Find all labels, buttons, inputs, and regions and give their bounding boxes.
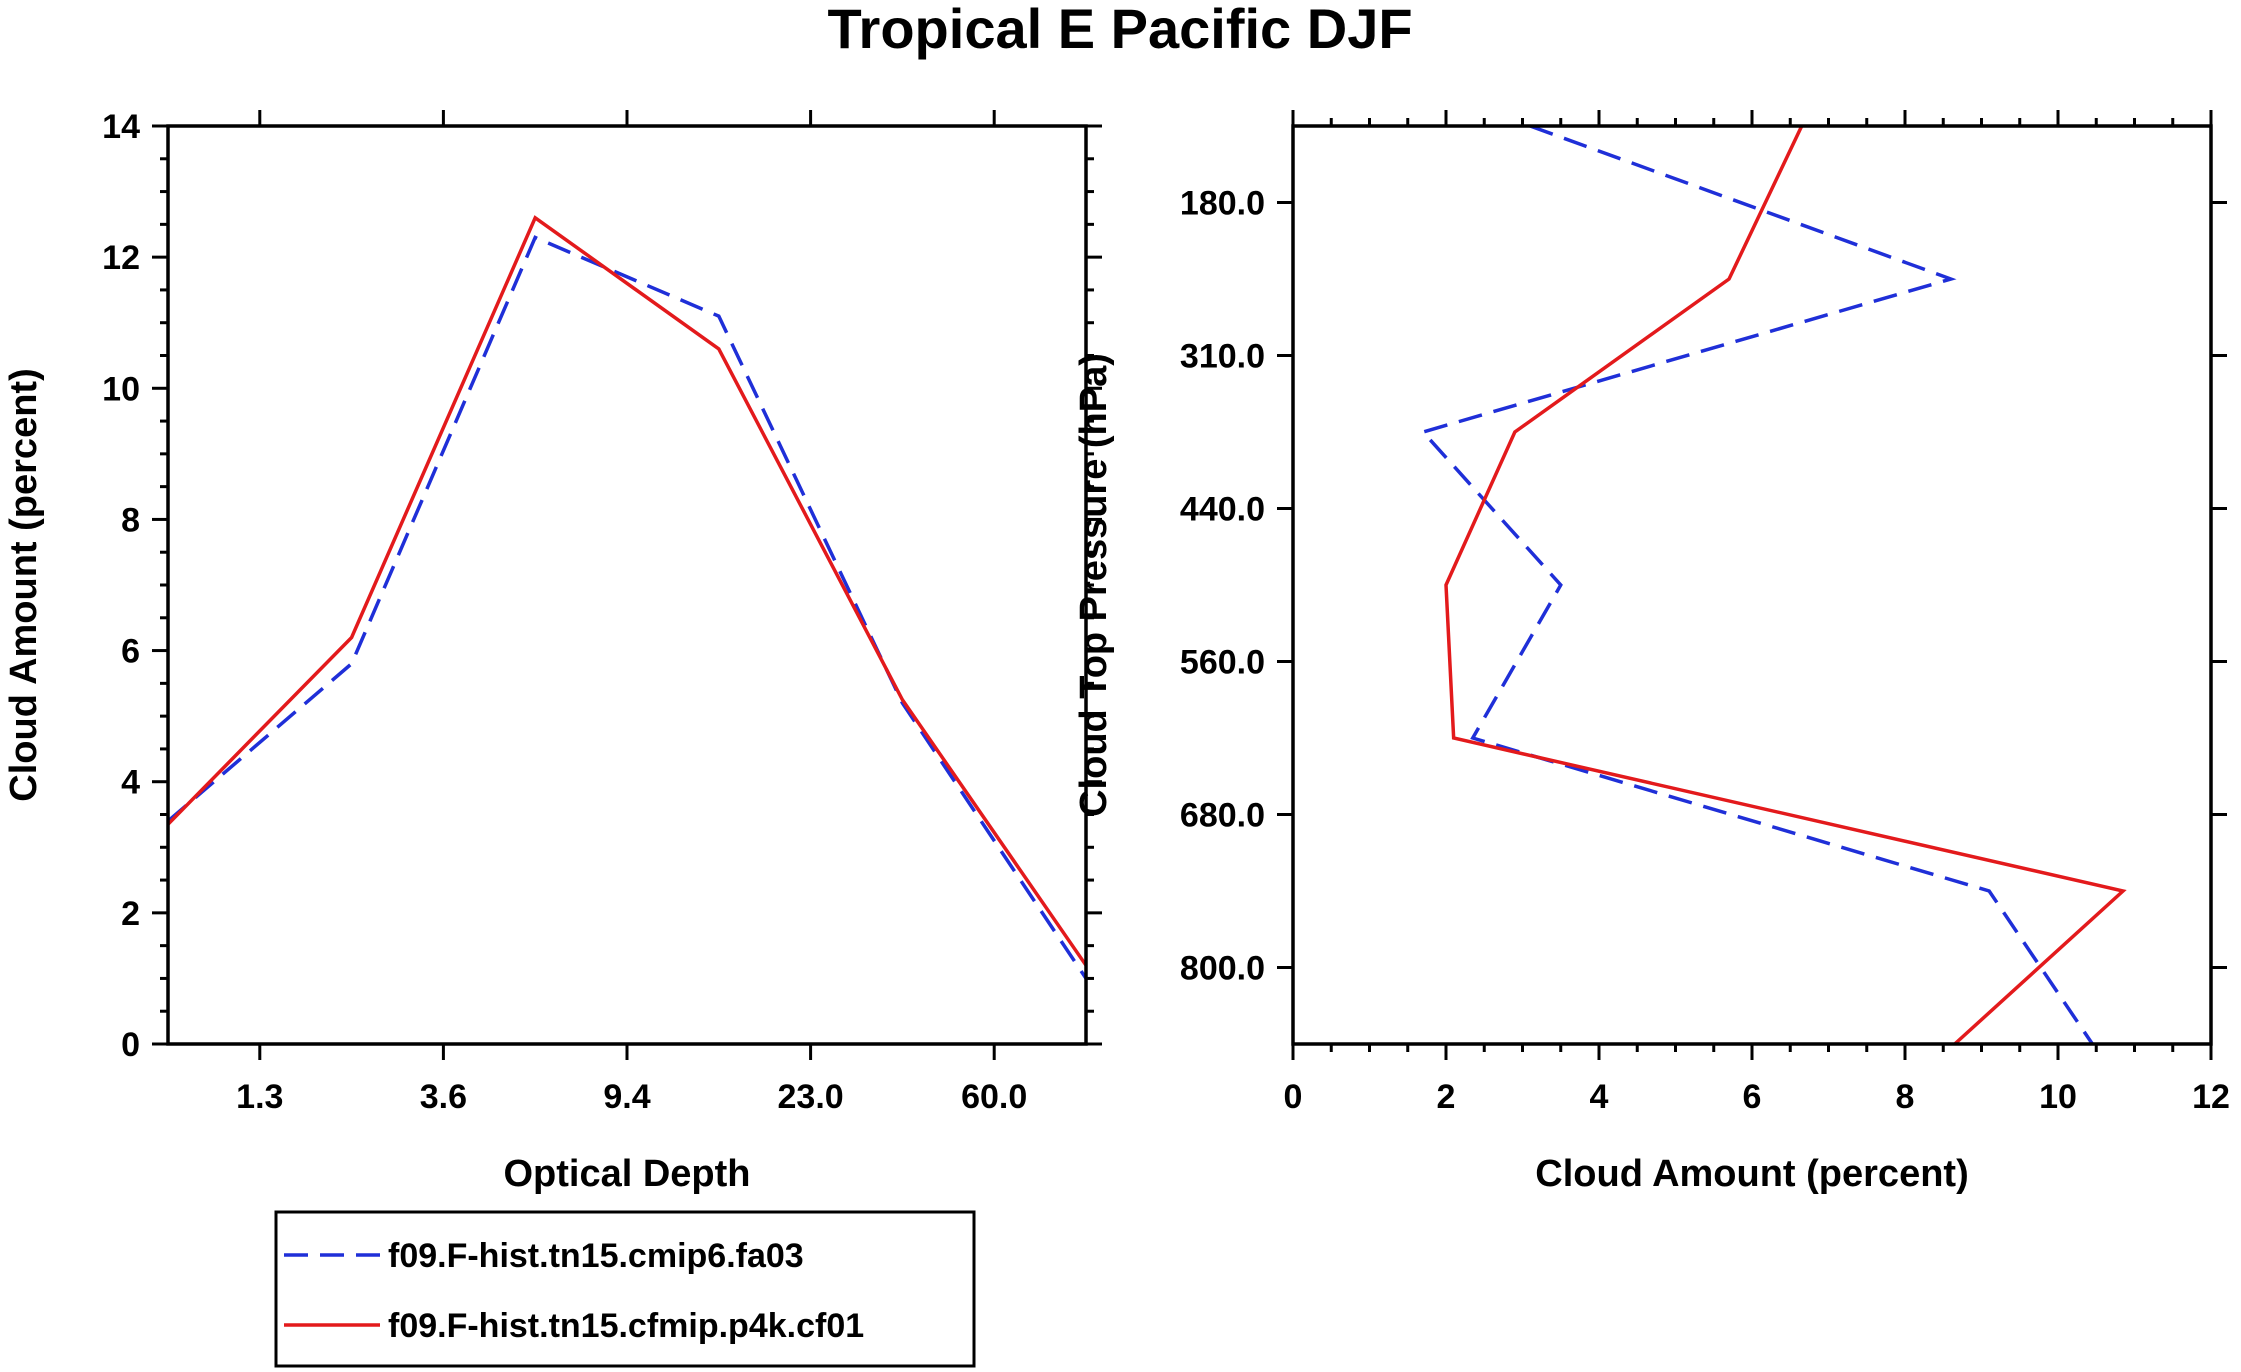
left-y-tick-label: 2 [121, 895, 140, 933]
left-panel-series [166, 215, 1088, 980]
figure-title: Tropical E Pacific DJF [827, 0, 1412, 60]
legend: f09.F-hist.tn15.cmip6.fa03 f09.F-hist.tn… [274, 1210, 976, 1368]
left-y-tick-label: 4 [121, 764, 140, 802]
left-y-tick-label: 10 [102, 370, 140, 408]
right-y-tick-label: 800.0 [1180, 950, 1265, 988]
left-y-tick-label: 12 [102, 239, 140, 277]
right-x-tick-label: 4 [1590, 1078, 1609, 1116]
left-y-tick-label: 0 [121, 1026, 140, 1064]
right-panel: 0 2 4 6 8 10 12180.0310.0440.0560.0680.0800.0 … [1073, 110, 2230, 1195]
left-series-p4k-cf01 [166, 215, 1088, 967]
right-y-axis-label: Cloud Top Pressure (hPa) [1073, 353, 1115, 817]
right-panel-tick-labels: 0 2 4 6 8 10 12 180.0 310.0 440.0 560.0 680.0 800.0 [1180, 185, 2230, 1117]
right-x-tick-label: 2 [1437, 1078, 1456, 1116]
right-x-tick-label: 0 [1284, 1078, 1303, 1116]
right-y-tick-label: 440.0 [1180, 491, 1265, 529]
left-x-axis-label: Optical Depth [503, 1153, 750, 1195]
right-panel-series [1419, 124, 2127, 1046]
left-y-tick-label: 8 [121, 501, 140, 539]
right-y-tick-label: 180.0 [1180, 185, 1265, 223]
left-y-tick-label: 6 [121, 633, 140, 671]
right-x-axis-label: Cloud Amount (percent) [1535, 1153, 1968, 1195]
left-x-tick-label: 9.4 [603, 1078, 650, 1116]
left-panel-ticks [152, 110, 1102, 1060]
left-x-tick-label: 60.0 [961, 1078, 1027, 1116]
left-series-cmip6-fa03 [166, 235, 1088, 980]
left-panel-frame [166, 124, 1088, 1046]
right-series-cmip6-fa03 [1419, 124, 2094, 1045]
right-x-tick-label: 6 [1743, 1078, 1762, 1116]
right-y-tick-label: 560.0 [1180, 644, 1265, 682]
left-x-tick-label: 23.0 [778, 1078, 844, 1116]
left-y-axis-label: Cloud Amount (percent) [3, 368, 45, 801]
left-y-tick-label: 14 [102, 108, 140, 146]
right-y-tick-label: 680.0 [1180, 797, 1265, 835]
left-panel: 0 2 4 6 8 10 12 14 1.3 3.6 9.4 23.0 60.0 Optical Dep… [3, 108, 1102, 1195]
right-panel-ticks [1277, 110, 2227, 1060]
legend-box [274, 1210, 976, 1368]
right-y-tick-label: 310.0 [1180, 338, 1265, 376]
right-x-tick-label: 12 [2192, 1078, 2230, 1116]
legend-label-1: f09.F-hist.tn15.cmip6.fa03 [388, 1237, 804, 1275]
right-panel-frame [1291, 124, 2213, 1046]
legend-label-2: f09.F-hist.tn15.cfmip.p4k.cf01 [388, 1307, 864, 1345]
left-panel-tick-labels: 0 2 4 6 8 10 12 14 1.3 3.6 9.4 23.0 60.0 [102, 108, 1027, 1116]
right-x-tick-label: 10 [2039, 1078, 2077, 1116]
left-x-tick-label: 3.6 [420, 1078, 467, 1116]
right-x-tick-label: 8 [1896, 1078, 1915, 1116]
left-x-tick-label: 1.3 [236, 1078, 283, 1116]
right-series-p4k-cf01 [1444, 125, 2127, 1046]
